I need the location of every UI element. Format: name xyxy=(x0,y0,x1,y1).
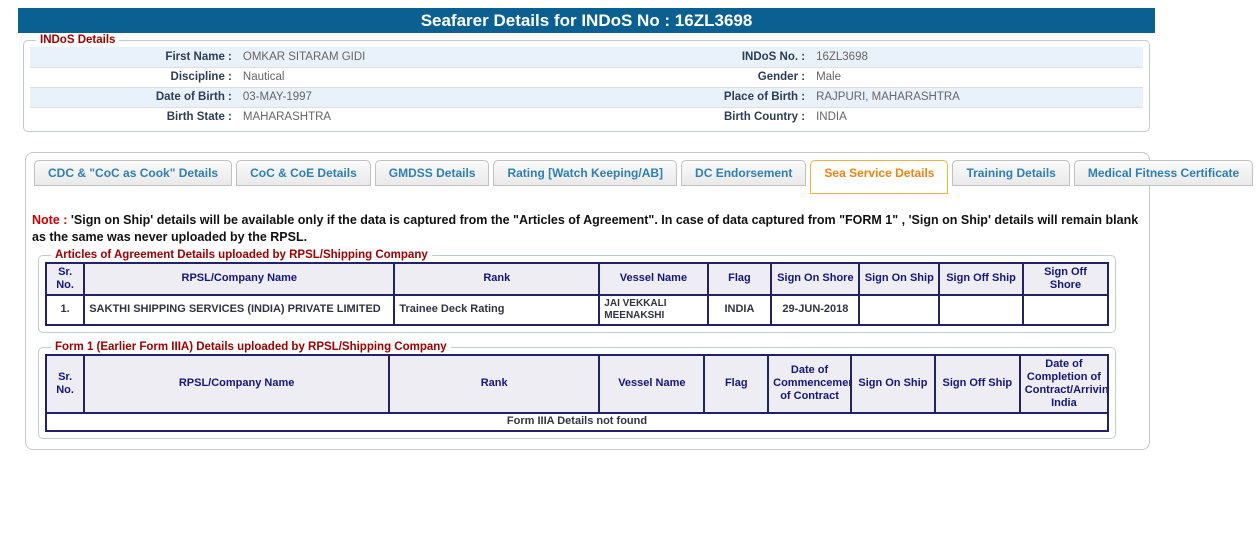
sign-on-shore-cell: 29-JUN-2018 xyxy=(770,293,861,326)
col-sign-on-shore: Sign On Shore xyxy=(770,262,861,296)
company-cell: SAKTHI SHIPPING SERVICES (INDIA) PRIVATE… xyxy=(83,293,396,326)
col-sr-no: Sr. No. xyxy=(44,262,86,296)
articles-of-agreement-table: Sr. No. RPSL/Company Name Rank Vessel Na… xyxy=(44,262,1110,326)
date-of-birth-label: Date of Birth : xyxy=(155,91,232,103)
col-sign-on-ship: Sign On Ship xyxy=(858,262,941,296)
form1-details-table: Sr. No. RPSL/Company Name Rank Vessel Na… xyxy=(44,354,1110,432)
form-iiia-not-found-message: Form IIIA Details not found xyxy=(45,411,1109,432)
gender-value: Male xyxy=(816,71,842,83)
rank-cell: Trainee Deck Rating xyxy=(393,293,601,326)
indos-row-4: Birth State : MAHARASHTRA Birth Country … xyxy=(30,107,1143,127)
vessel-cell: JAI VEKKALI MEENAKSHI xyxy=(598,293,709,326)
tab-bar: CDC & "CoC as Cook" Details CoC & CoE De… xyxy=(34,160,1254,194)
indos-row-2: Discipline : Nautical Gender : Male xyxy=(30,67,1143,87)
date-of-birth-value: 03-MAY-1997 xyxy=(242,91,312,103)
indos-details-section: INDoS Details First Name : OMKAR SITARAM… xyxy=(23,34,1150,132)
col-rank: Rank xyxy=(393,262,601,296)
birth-country-label: Birth Country : xyxy=(723,111,806,124)
sign-off-ship-cell xyxy=(938,293,1024,326)
first-name-label: First Name : xyxy=(165,50,232,63)
place-of-birth-label: Place of Birth : xyxy=(723,91,806,103)
birth-country-value: INDIA xyxy=(816,111,847,124)
articles-of-agreement-section: Articles of Agreement Details uploaded b… xyxy=(38,249,1116,333)
tab-cdc-coc-as-cook-details[interactable]: CDC & "CoC as Cook" Details xyxy=(34,160,233,186)
flag-cell: INDIA xyxy=(706,293,773,326)
col-flag: Flag xyxy=(703,354,770,414)
indos-row-1: First Name : OMKAR SITARAM GIDI INDoS No… xyxy=(30,47,1143,67)
col-sign-on-ship: Sign On Ship xyxy=(849,354,936,414)
note-prefix: Note : xyxy=(32,213,68,227)
tab-gmdss-details[interactable]: GMDSS Details xyxy=(374,160,490,186)
discipline-value: Nautical xyxy=(242,71,285,83)
table-row: 1. SAKTHI SHIPPING SERVICES (INDIA) PRIV… xyxy=(44,293,1110,326)
articles-of-agreement-legend: Articles of Agreement Details uploaded b… xyxy=(55,249,428,261)
col-rpsl-company-name: RPSL/Company Name xyxy=(83,262,396,296)
col-flag: Flag xyxy=(706,262,773,296)
tab-rating-watch-keeping-ab[interactable]: Rating [Watch Keeping/AB] xyxy=(493,160,678,186)
table-header-row: Sr. No. RPSL/Company Name Rank Vessel Na… xyxy=(44,354,1110,414)
table-header-row: Sr. No. RPSL/Company Name Rank Vessel Na… xyxy=(44,262,1110,296)
page-title: Seafarer Details for INDoS No : 16ZL3698 xyxy=(18,8,1155,33)
sign-on-ship-cell xyxy=(858,293,941,326)
col-date-of-commencement: Date of Commencement of Contract xyxy=(767,354,852,414)
indos-details-legend: INDoS Details xyxy=(40,34,116,46)
indos-details-table: First Name : OMKAR SITARAM GIDI INDoS No… xyxy=(30,47,1143,127)
details-tab-panel: CDC & "CoC as Cook" Details CoC & CoE De… xyxy=(25,152,1254,450)
sign-on-ship-note: Note : 'Sign on Ship' details will be av… xyxy=(32,212,1144,245)
gender-label: Gender : xyxy=(757,71,806,83)
tab-training-details[interactable]: Training Details xyxy=(952,160,1070,186)
col-rpsl-company-name: RPSL/Company Name xyxy=(83,354,391,414)
birth-state-value: MAHARASHTRA xyxy=(242,111,332,124)
tab-sea-service-details[interactable]: Sea Service Details xyxy=(810,160,949,194)
col-vessel-name: Vessel Name xyxy=(598,354,706,414)
col-sign-off-ship: Sign Off Ship xyxy=(938,262,1024,296)
tab-coc-coe-details[interactable]: CoC & CoE Details xyxy=(236,160,371,186)
col-rank: Rank xyxy=(388,354,601,414)
first-name-value: OMKAR SITARAM GIDI xyxy=(242,50,366,63)
empty-message-row: Form IIIA Details not found xyxy=(45,411,1109,432)
form1-details-section: Form 1 (Earlier Form IIIA) Details uploa… xyxy=(38,341,1116,439)
col-date-of-completion: Date of Completion of Contract/Arriving … xyxy=(1018,354,1110,414)
col-sign-off-ship: Sign Off Ship xyxy=(933,354,1021,414)
indos-row-3: Date of Birth : 03-MAY-1997 Place of Bir… xyxy=(30,87,1143,107)
col-sign-off-shore: Sign Off Shore xyxy=(1021,262,1110,296)
note-text: 'Sign on Ship' details will be available… xyxy=(32,213,1139,244)
col-vessel-name: Vessel Name xyxy=(598,262,709,296)
indos-no-label: INDoS No. : xyxy=(741,50,806,63)
place-of-birth-value: RAJPURI, MAHARASHTRA xyxy=(816,91,960,103)
form1-details-legend: Form 1 (Earlier Form IIIA) Details uploa… xyxy=(55,341,447,353)
tab-medical-fitness-certificate[interactable]: Medical Fitness Certificate xyxy=(1073,160,1254,186)
birth-state-label: Birth State : xyxy=(166,111,232,124)
sign-off-shore-cell xyxy=(1021,293,1110,326)
discipline-label: Discipline : xyxy=(170,71,232,83)
tab-dc-endorsement[interactable]: DC Endorsement xyxy=(681,160,807,186)
indos-no-value: 16ZL3698 xyxy=(816,50,868,63)
sr-no-cell: 1. xyxy=(44,293,86,326)
col-sr-no: Sr. No. xyxy=(44,354,86,414)
